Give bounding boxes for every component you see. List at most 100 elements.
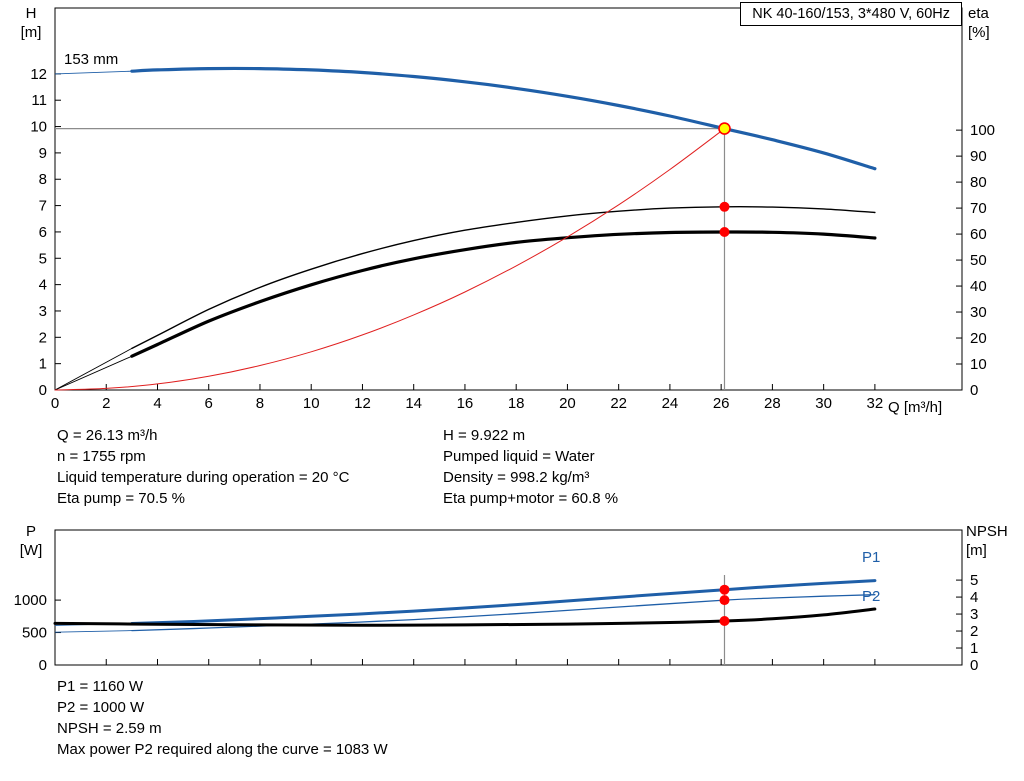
x-tick-label: 28 [764, 395, 781, 412]
eta-axis-symbol: eta [968, 5, 989, 22]
left-tick-label: 7 [39, 198, 47, 215]
eta-pump-curve [131, 206, 876, 350]
speed-text: n = 1755 rpm [57, 448, 146, 465]
head-axis-title: H [m] [10, 4, 52, 42]
head-axis-symbol: H [25, 5, 37, 22]
power-axis-unit: [W] [19, 542, 43, 559]
right-tick-label: 20 [970, 330, 987, 347]
left-tick-label: 3 [39, 303, 47, 320]
right-tick-label: 1 [970, 640, 978, 657]
left-tick-label: 5 [39, 250, 47, 267]
p1-curve [130, 579, 877, 625]
p2-curve-label: P2 [862, 588, 881, 605]
right-tick-label: 5 [970, 572, 978, 589]
left-tick-label: 4 [39, 277, 47, 294]
x-tick-label: 14 [405, 395, 422, 412]
right-tick-label: 3 [970, 606, 978, 623]
impeller-diameter-label: 153 mm [64, 51, 119, 68]
x-tick-label: 0 [51, 395, 59, 412]
x-tick-label: 24 [662, 395, 679, 412]
head-curve-153mm [130, 66, 877, 171]
p2-value-text: P2 = 1000 W [57, 699, 145, 716]
left-tick-label: 0 [39, 382, 47, 399]
right-tick-label: 0 [970, 657, 978, 674]
plot-border [54, 7, 963, 391]
right-tick-label: 80 [970, 174, 987, 191]
x-tick-label: 32 [867, 395, 884, 412]
p2-curve-lead-in [54, 630, 132, 633]
max-p2-text: Max power P2 required along the curve = … [57, 741, 388, 758]
duty-info-left-column: Q = 26.13 m³/h n = 1755 rpm Liquid tempe… [57, 427, 349, 511]
x-tick-label: 18 [508, 395, 525, 412]
power-axis-title: P [W] [10, 522, 52, 560]
pump-title-box: NK 40-160/153, 3*480 V, 60Hz [740, 2, 962, 26]
eta-pump-motor-point [719, 227, 730, 237]
right-tick-label: 40 [970, 278, 987, 295]
left-tick-label: 500 [22, 625, 47, 642]
left-tick-label: 6 [39, 224, 47, 241]
liquid-temperature-text: Liquid temperature during operation = 20… [57, 469, 350, 486]
flow-axis-title: Q [m³/h] [888, 399, 943, 416]
x-tick-label: 26 [713, 395, 730, 412]
p1-curve-label: P1 [862, 549, 881, 566]
density-text: Density = 998.2 kg/m³ [443, 469, 590, 486]
right-tick-label: 30 [970, 304, 987, 321]
head-curve-153mm-lead-in [54, 70, 132, 75]
left-tick-label: 8 [39, 171, 47, 188]
right-tick-label: 60 [970, 226, 987, 243]
left-tick-label: 12 [30, 66, 47, 83]
power-axis-symbol: P [25, 523, 36, 540]
x-tick-label: 30 [815, 395, 832, 412]
system-curve [54, 128, 725, 391]
npsh-axis-title: NPSH [m] [966, 522, 1024, 560]
right-tick-label: 50 [970, 252, 987, 269]
right-tick-label: 0 [970, 382, 978, 399]
left-tick-label: 1 [39, 356, 47, 373]
left-tick-label: 10 [30, 119, 47, 136]
right-tick-label: 70 [970, 200, 987, 217]
head-axis-unit: [m] [20, 24, 42, 41]
plot-border [54, 529, 963, 666]
power-info-column: P1 = 1160 W P2 = 1000 W NPSH = 2.59 m Ma… [57, 678, 388, 762]
left-tick-label: 11 [31, 92, 47, 109]
npsh-value-text: NPSH = 2.59 m [57, 720, 162, 737]
left-tick-label: 2 [39, 329, 47, 346]
x-tick-label: 16 [457, 395, 474, 412]
duty-flow-text: Q = 26.13 m³/h [57, 427, 158, 444]
x-tick-label: 20 [559, 395, 576, 412]
p2-point [719, 595, 730, 606]
left-tick-label: 9 [39, 145, 47, 162]
x-tick-label: 2 [102, 395, 110, 412]
right-tick-label: 90 [970, 148, 987, 165]
eta-pump-motor-text: Eta pump+motor = 60.8 % [443, 490, 619, 507]
duty-info-right-column: H = 9.922 m Pumped liquid = Water Densit… [443, 427, 618, 511]
p1-point [719, 584, 730, 595]
left-tick-label: 1000 [14, 592, 47, 609]
npsh-curve [53, 607, 877, 627]
eta-pump-curve-lead-in [54, 348, 133, 391]
npsh-point [719, 616, 730, 626]
x-tick-label: 10 [303, 395, 320, 412]
p1-value-text: P1 = 1160 W [57, 678, 144, 695]
right-tick-label: 4 [970, 589, 978, 606]
eta-axis-unit: [%] [968, 24, 990, 41]
x-tick-label: 22 [610, 395, 627, 412]
eta-pump-point [719, 201, 730, 212]
right-tick-label: 10 [970, 356, 987, 373]
hq-eta-chart: 0 2 4 6 8 10 12 14 16 18 20 22 24 26 28 30 3201234567891… [30, 7, 995, 412]
x-tick-label: 12 [354, 395, 371, 412]
eta-pump-motor-curve [130, 230, 877, 358]
npsh-axis-unit: [m] [966, 542, 987, 559]
duty-head-text: H = 9.922 m [443, 427, 526, 444]
eta-pump-text: Eta pump = 70.5 % [57, 490, 185, 507]
right-tick-label: 2 [970, 623, 978, 640]
x-tick-label: 4 [153, 395, 161, 412]
eta-pump-motor-curve-lead-in [54, 355, 133, 391]
duty-point[interactable] [718, 122, 731, 135]
x-tick-label: 8 [256, 395, 264, 412]
right-tick-label: 100 [970, 122, 995, 139]
pumped-liquid-text: Pumped liquid = Water [443, 448, 595, 465]
left-tick-label: 0 [39, 657, 47, 674]
